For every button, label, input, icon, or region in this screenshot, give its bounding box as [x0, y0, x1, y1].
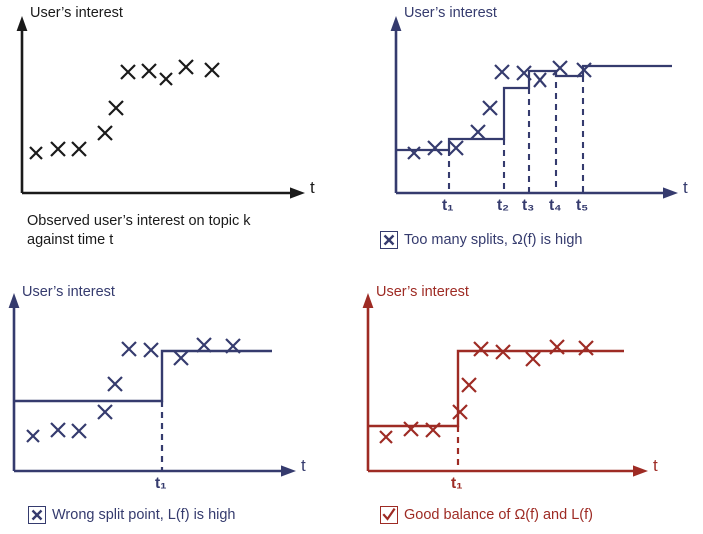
panel-3-plot [8, 293, 296, 477]
step-function-line [14, 349, 272, 403]
x-axis-label: t [301, 456, 306, 475]
panel-caption: Observed user’s interest on topic k agai… [27, 213, 251, 248]
x-axis [396, 187, 678, 199]
y-axis [8, 293, 20, 471]
legend-good-balance: Good balance of Ω(f) and L(f) [380, 506, 593, 524]
split-lines [447, 71, 585, 192]
scatter-markers [379, 339, 594, 444]
y-axis-label: User’s interest [376, 284, 469, 300]
y-axis-label: User’s interest [22, 284, 115, 300]
y-axis [362, 293, 374, 471]
x-tick-label-t4: t₄ [549, 197, 562, 214]
legend-label: Wrong split point, L(f) is high [52, 507, 236, 523]
x-tick-label-t1: t₁ [155, 475, 167, 492]
x-axis-label: t [683, 178, 688, 197]
scatter-markers [407, 60, 592, 160]
panel-observed-scatter: User’s interest t Observed user’s intere… [0, 0, 351, 267]
cross-box-icon [28, 506, 46, 524]
scatter-markers [26, 337, 241, 443]
x-axis [368, 465, 648, 477]
x-axis [22, 187, 305, 199]
y-axis-label: User’s interest [30, 5, 123, 21]
step-function-line [368, 349, 624, 428]
y-axis [16, 16, 28, 193]
legend-label: Too many splits, Ω(f) is high [404, 232, 583, 248]
check-box-icon [380, 506, 398, 524]
y-axis [390, 16, 402, 193]
panel-1-plot [16, 16, 305, 199]
x-tick-label-t5: t₅ [576, 197, 589, 214]
panel-4-plot [362, 293, 648, 477]
x-tick-label-t1: t₁ [442, 197, 454, 214]
x-axis-label: t [653, 456, 658, 475]
x-axis [14, 465, 296, 477]
y-axis-label: User’s interest [404, 5, 497, 21]
cross-box-icon [380, 231, 398, 249]
legend-too-many-splits: Too many splits, Ω(f) is high [380, 231, 582, 249]
legend-wrong-split-point: Wrong split point, L(f) is high [28, 506, 235, 524]
x-tick-label-t1: t₁ [451, 475, 463, 492]
x-axis-label: t [310, 178, 315, 197]
x-tick-label-t2: t₂ [497, 197, 510, 214]
x-tick-label-t3: t₃ [522, 197, 535, 214]
panel-wrong-split-point: User’s interest t t₁ Wrong split point, … [0, 267, 351, 534]
panel-good-balance: User’s interest t t₁ Good balance of Ω(f… [352, 267, 703, 534]
step-function-line [396, 64, 672, 152]
panel-2-plot [390, 16, 678, 199]
panel-too-many-splits: User’s interest t t₁ t₂ t₃ t₄ t₅ Too man… [352, 0, 703, 267]
scatter-markers [29, 59, 220, 160]
legend-label: Good balance of Ω(f) and L(f) [404, 507, 593, 523]
